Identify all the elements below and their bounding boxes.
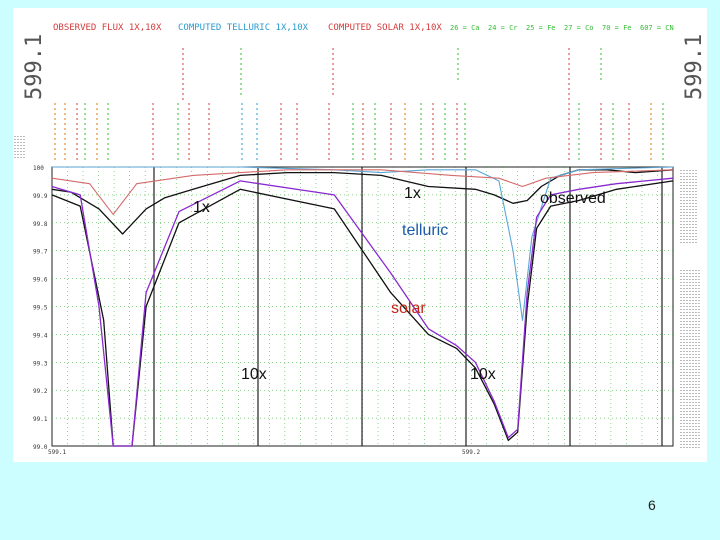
label-10x-left: 10x [241, 366, 267, 383]
label-telluric: telluric [402, 222, 449, 239]
legend-telluric: COMPUTED TELLURIC 1X,10X [178, 23, 309, 33]
plot-grid [51, 166, 674, 447]
series-line-solar-1x [51, 169, 674, 215]
element-legend-item: 27 = Co [564, 24, 594, 32]
y-tick-label: 99.2 [33, 388, 48, 395]
y-tick-label: 99.0 [33, 444, 48, 451]
spectrum-chart: OBSERVED FLUX 1X,10X COMPUTED TELLURIC 1… [14, 23, 707, 456]
element-legend-item: 607 = CN [640, 24, 674, 32]
x-tick-label: 599.2 [462, 449, 480, 456]
label-1x-top: 1x [404, 185, 421, 202]
y-tick-label: 100 [33, 165, 44, 172]
label-10x-right: 10x [470, 366, 496, 383]
series-line-solar-10x [51, 177, 674, 447]
plot-series [51, 166, 674, 447]
right-margin-notes [14, 136, 700, 448]
y-tick-label: 99.1 [33, 416, 48, 423]
y-tick-label: 99.3 [33, 360, 48, 367]
x-tick-label: 599.1 [48, 449, 66, 456]
spectrum-plot-panel: OBSERVED FLUX 1X,10X COMPUTED TELLURIC 1… [13, 8, 707, 462]
label-observed: observed [540, 190, 606, 207]
label-1x-left: 1x [193, 199, 210, 216]
plot-axes: 100 99.9 99.8 99.7 99.6 99.5 99.4 99.3 99.2 99.1 9… [33, 165, 480, 456]
wavelength-label-right: 599.1 [682, 34, 707, 100]
element-legend-item: 24 = Cr [488, 24, 518, 32]
page-number: 6 [648, 497, 656, 513]
wavelength-label-left: 599.1 [22, 34, 47, 100]
element-legend: 26 = Ca 24 = Cr 25 = Fe 27 = Co 70 = Fe 607 =… [450, 24, 674, 32]
label-solar: solar [391, 300, 426, 317]
y-tick-label: 99.4 [33, 332, 48, 339]
element-legend-item: 70 = Fe [602, 24, 632, 32]
legend-solar: COMPUTED SOLAR 1X,10X [328, 23, 442, 33]
y-tick-label: 99.6 [33, 277, 48, 284]
y-tick-label: 99.8 [33, 221, 48, 228]
element-legend-item: 26 = Ca [450, 24, 480, 32]
line-identification-marks [54, 48, 664, 163]
y-tick-label: 99.5 [33, 305, 48, 312]
y-tick-label: 99.7 [33, 249, 48, 256]
element-legend-item: 25 = Fe [526, 24, 556, 32]
y-tick-label: 99.9 [33, 193, 48, 200]
legend-observed: OBSERVED FLUX 1X,10X [53, 23, 162, 33]
